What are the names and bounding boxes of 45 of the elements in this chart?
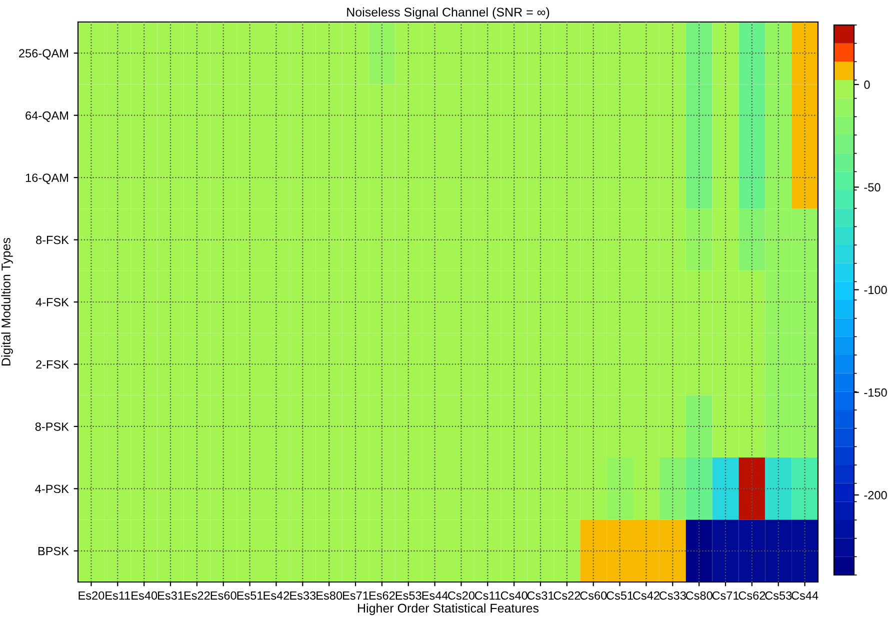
x-tick-label: Es80 [316, 591, 342, 600]
color-bar-label: -50 [864, 183, 880, 192]
y-tick-label: 64-QAM [26, 111, 68, 122]
x-tick-label: Cs31 [527, 591, 554, 600]
chart-title: Noiseless Signal Channel (SNR = ∞) [347, 7, 550, 20]
x-tick-label: Es62 [369, 591, 395, 600]
x-tick-label: Es42 [264, 591, 290, 600]
x-tick-label: Cs80 [686, 591, 712, 600]
y-axis-title: Digital Modultion Types [1, 238, 13, 366]
y-tick-label: 8-PSK [35, 422, 69, 431]
x-tick-label: Es60 [210, 591, 236, 600]
y-tick-label: 4-FSK [36, 298, 69, 306]
x-tick-label: Es51 [237, 591, 263, 600]
color-bar-label: -200 [864, 490, 887, 500]
color-bar-label: -100 [864, 286, 887, 294]
x-tick-label: Es31 [158, 591, 184, 600]
x-tick-label: Cs11 [474, 591, 500, 600]
x-axis-title: Higher Order Statistical Features [358, 603, 539, 616]
x-tick-label: Es71 [343, 591, 368, 600]
x-tick-label: Cs33 [659, 591, 686, 600]
x-tick-label: Cs42 [633, 591, 660, 600]
y-tick-label: 4-PSK [35, 484, 69, 494]
x-tick-label: Es11 [106, 591, 130, 600]
y-tick-label: BPSK [38, 546, 69, 556]
x-tick-label: Es33 [290, 591, 316, 600]
y-tick-label: 2-FSK [36, 360, 69, 369]
x-tick-label: Es44 [422, 591, 448, 600]
x-tick-label: Cs51 [606, 591, 633, 600]
x-tick-label: Cs71 [712, 591, 739, 600]
x-tick-label: Cs20 [448, 591, 475, 600]
color-bar-label: 0 [864, 80, 870, 89]
x-tick-label: Es40 [132, 591, 158, 600]
color-bar-label: -150 [864, 388, 887, 397]
x-tick-label: Es22 [184, 591, 210, 600]
y-tick-label: 256-QAM [19, 49, 68, 60]
y-tick-label: 16-QAM [26, 174, 68, 184]
x-tick-label: Es20 [78, 591, 104, 600]
x-tick-label: Cs60 [580, 591, 607, 600]
x-tick-label: Cs62 [738, 591, 766, 600]
x-tick-label: Cs44 [792, 591, 818, 600]
x-tick-label: Cs40 [500, 591, 528, 600]
y-tick-label: 8-FSK [36, 236, 69, 244]
x-tick-label: Cs53 [765, 591, 792, 600]
x-tick-label: Cs22 [554, 591, 580, 600]
x-tick-label: Es53 [396, 591, 422, 600]
